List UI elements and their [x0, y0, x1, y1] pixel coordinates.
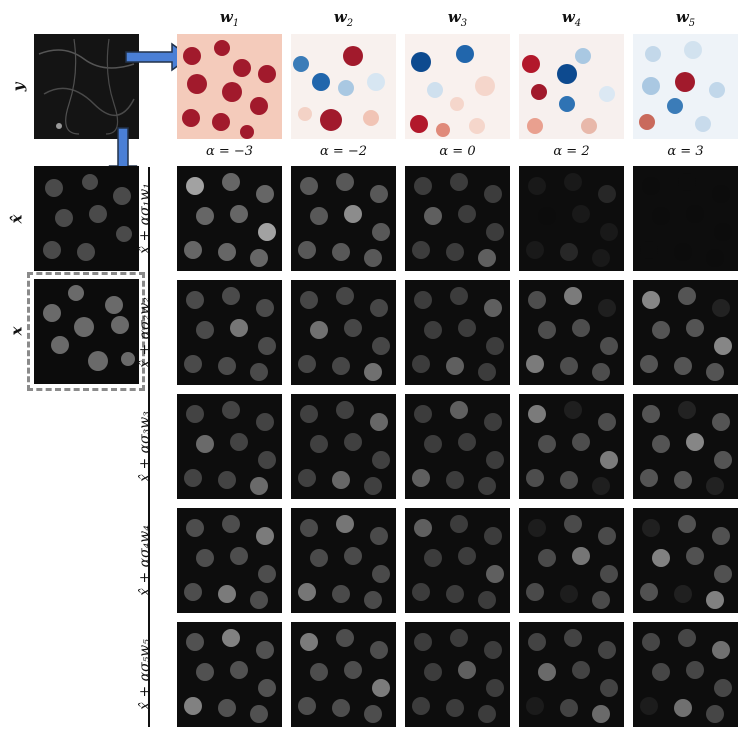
observed-image-y	[34, 34, 139, 139]
col-header-w2: w2	[333, 8, 354, 29]
tile-r2-c1	[177, 280, 282, 385]
tile-r2-c2	[291, 280, 396, 385]
alpha-label-5: α = 3	[667, 144, 704, 159]
tile-r4-c5	[633, 508, 738, 613]
col-header-w4: w4	[561, 8, 582, 29]
row-label-1: x̂ + ασ₁w₁	[137, 183, 153, 254]
ground-truth-x	[34, 279, 139, 384]
tile-r3-c1	[177, 394, 282, 499]
heatmap-w2	[291, 34, 396, 139]
tile-r4-c1	[177, 508, 282, 613]
row-label-4: x̂ + ασ₄w₄	[137, 525, 153, 596]
heatmap-w5	[633, 34, 738, 139]
alpha-label-2: α = −2	[319, 144, 368, 159]
tile-r3-c3	[405, 394, 510, 499]
tile-r3-c5	[633, 394, 738, 499]
tile-r1-c3	[405, 166, 510, 271]
ground-truth-dashed-frame	[27, 272, 145, 391]
tile-r5-c3	[405, 622, 510, 727]
row-label-5: x̂ + ασ₅w₅	[137, 639, 153, 710]
tile-r5-c1	[177, 622, 282, 727]
x-label: x	[7, 326, 26, 336]
tile-r1-c5	[633, 166, 738, 271]
tile-r4-c3	[405, 508, 510, 613]
reconstruction-x-hat	[34, 166, 139, 271]
grid-divider	[148, 167, 150, 727]
tile-r5-c2	[291, 622, 396, 727]
tile-r3-c2	[291, 394, 396, 499]
tile-r5-c5	[633, 622, 738, 727]
tile-r5-c4	[519, 622, 624, 727]
tile-r4-c4	[519, 508, 624, 613]
heatmap-w4	[519, 34, 624, 139]
tile-r2-c5	[633, 280, 738, 385]
tile-r2-c4	[519, 280, 624, 385]
tile-r1-c4	[519, 166, 624, 271]
alpha-label-1: α = −3	[205, 144, 254, 159]
col-header-w3: w3	[447, 8, 468, 29]
tile-r4-c2	[291, 508, 396, 613]
tile-r2-c3	[405, 280, 510, 385]
row-label-2: x̂ + ασ₂w₂	[137, 297, 153, 368]
heatmap-w1	[177, 34, 282, 139]
tile-r3-c4	[519, 394, 624, 499]
alpha-label-4: α = 2	[553, 144, 590, 159]
col-header-w1: w1	[219, 8, 240, 29]
y-label: y	[9, 82, 28, 92]
heatmap-w3	[405, 34, 510, 139]
col-header-w5: w5	[675, 8, 696, 29]
tile-r1-c1	[177, 166, 282, 271]
alpha-label-3: α = 0	[439, 144, 476, 159]
row-label-3: x̂ + ασ₃w₃	[137, 411, 153, 482]
x-hat-label: x̂	[7, 214, 26, 224]
tile-r1-c2	[291, 166, 396, 271]
